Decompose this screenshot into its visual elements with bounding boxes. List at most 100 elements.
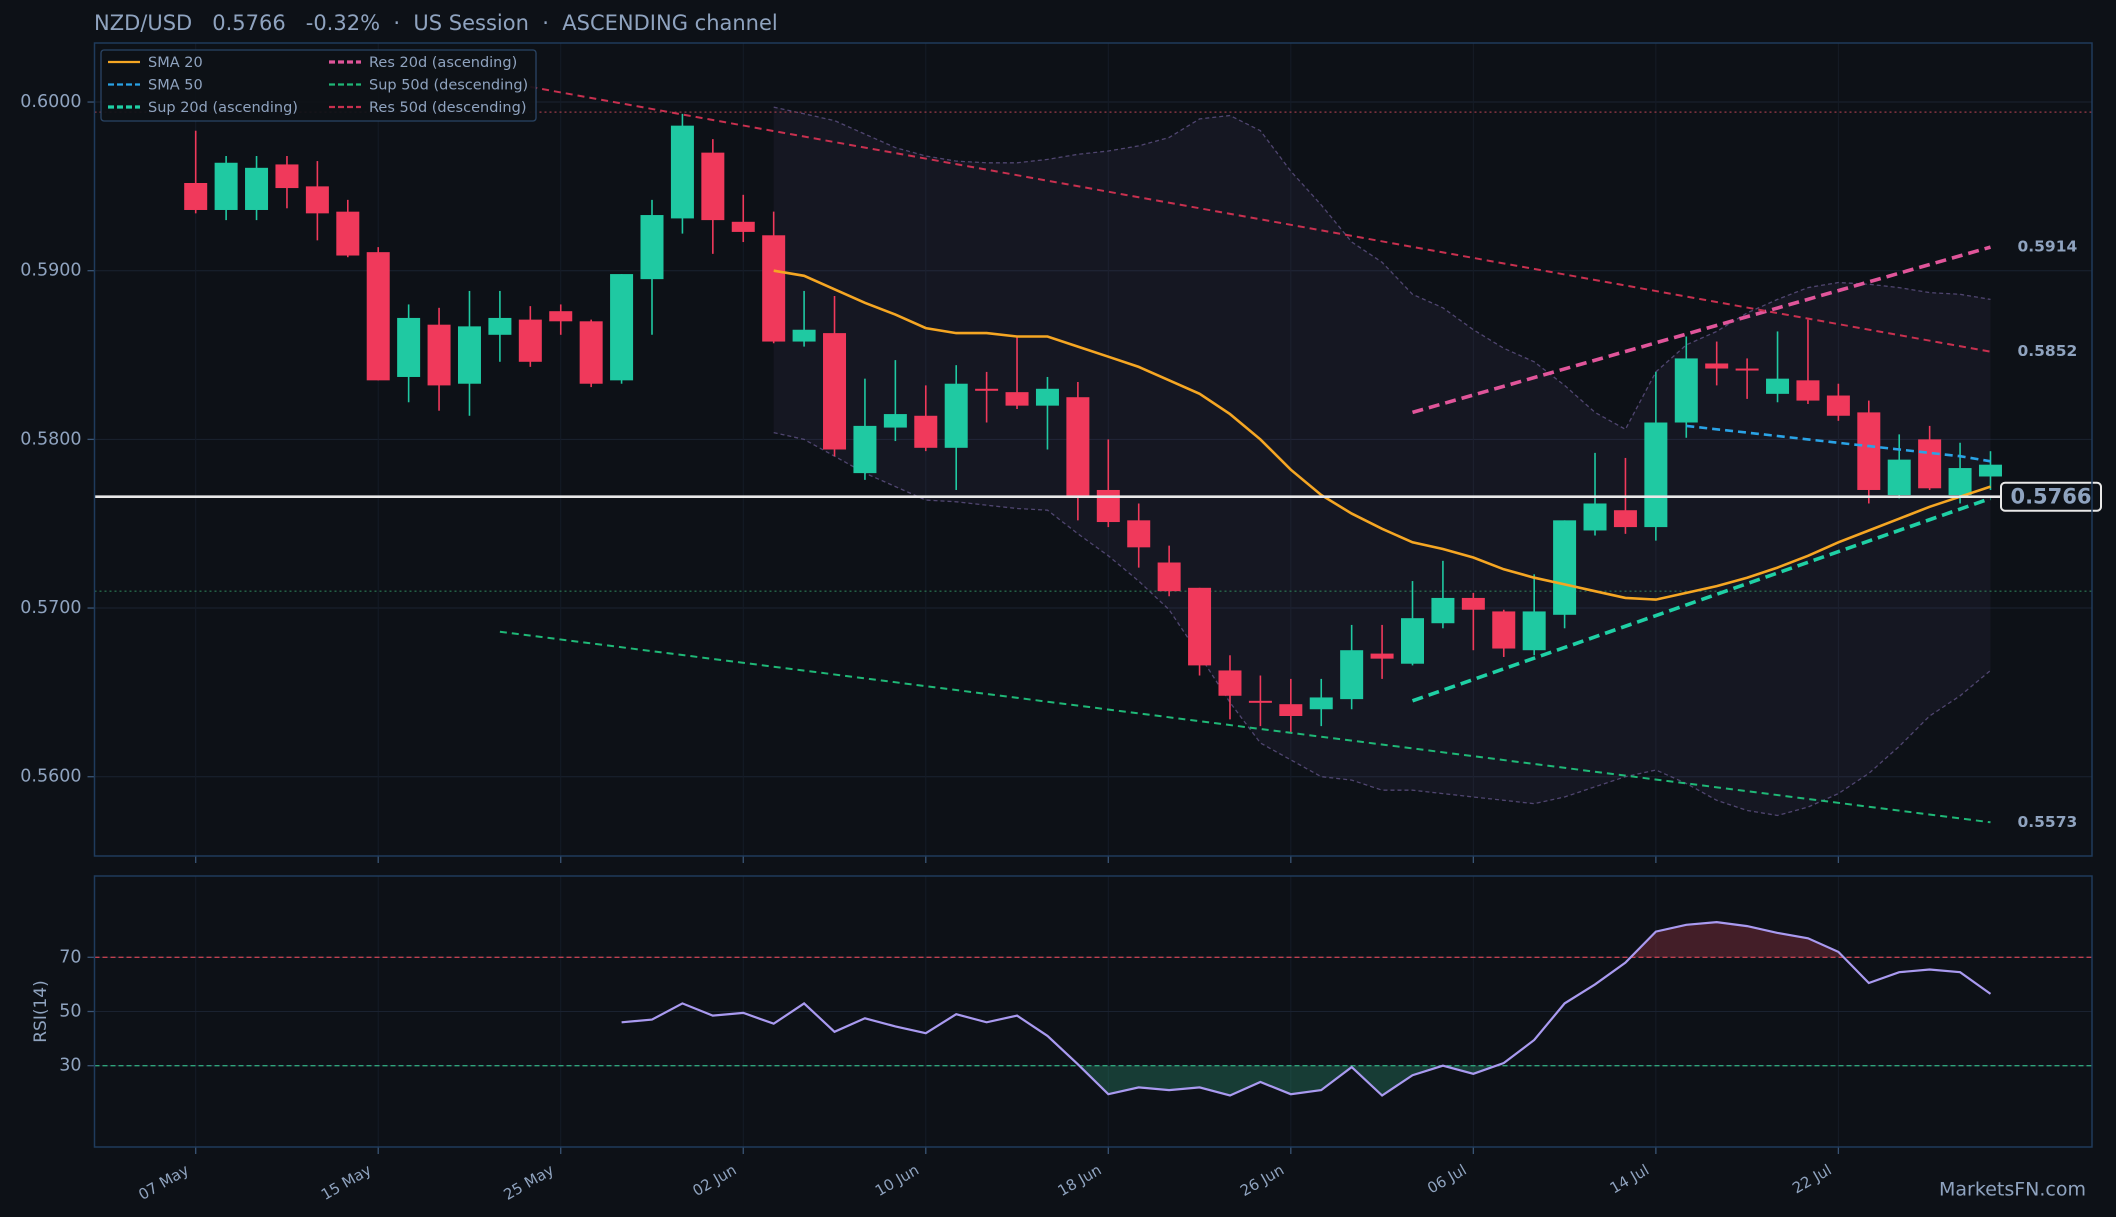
candle-body xyxy=(245,167,269,210)
candle-body xyxy=(1157,562,1181,592)
trend-end-label: 0.5852 xyxy=(2017,342,2077,360)
y-tick-label: 0.5900 xyxy=(20,261,81,281)
candle-body xyxy=(1005,392,1029,406)
candle-body xyxy=(305,186,329,214)
rsi-zone-fill xyxy=(621,922,1991,958)
candle-body xyxy=(1248,700,1272,703)
candle-body xyxy=(1796,380,1820,401)
watermark: MarketsFN.com xyxy=(1939,1179,2086,1201)
candle-body xyxy=(1279,704,1303,717)
candle-body xyxy=(488,317,512,335)
candle-body xyxy=(1522,611,1546,651)
candle-body xyxy=(1826,395,1850,416)
rsi-zone-fill xyxy=(621,1065,1991,1096)
candle-body xyxy=(640,215,664,280)
y-tick-label: 30 xyxy=(59,1056,81,1076)
band-lower xyxy=(773,431,1991,817)
candle-body xyxy=(1553,520,1577,615)
candle-body xyxy=(518,319,542,362)
legend-label: Sup 50d (descending) xyxy=(369,78,528,94)
candle-body xyxy=(397,317,421,377)
trend-line xyxy=(1412,245,1991,415)
candle-body xyxy=(823,333,847,450)
candle-body xyxy=(366,252,390,381)
legend-label: Res 20d (ascending) xyxy=(369,55,517,71)
candle-body xyxy=(1461,597,1485,610)
legend-label: Sup 20d (ascending) xyxy=(148,100,298,116)
candle-body xyxy=(1035,388,1059,406)
trend-line xyxy=(530,85,1991,353)
candle-body xyxy=(1218,670,1242,696)
candle-body xyxy=(731,221,755,232)
candle-body xyxy=(1674,358,1698,423)
trend-line xyxy=(499,630,1991,824)
candle-body xyxy=(1188,587,1212,666)
y-tick-label: 0.5600 xyxy=(20,767,81,787)
candle-body xyxy=(1492,611,1516,649)
candle-body xyxy=(1613,510,1637,528)
candle-body xyxy=(1705,363,1729,369)
chart-title: NZD/USD 0.5766 -0.32% · US Session · ASC… xyxy=(94,11,778,35)
candle-body xyxy=(853,425,877,474)
candle-body xyxy=(1309,697,1333,710)
candle-body xyxy=(670,125,694,219)
y-tick-label: 0.5800 xyxy=(20,429,81,449)
candle-body xyxy=(883,414,907,428)
rsi-frame xyxy=(93,875,2093,1148)
price-panel xyxy=(94,43,2092,856)
candle-body xyxy=(549,311,573,322)
candle-body xyxy=(1127,520,1151,548)
y-tick-label: 50 xyxy=(59,1002,81,1022)
candle-body xyxy=(1766,378,1790,394)
legend-box xyxy=(100,49,537,122)
legend-label: Res 50d (descending) xyxy=(369,100,526,116)
rsi-line xyxy=(621,920,1992,1097)
candle-body xyxy=(914,415,938,448)
y-tick-label: 0.5700 xyxy=(20,598,81,618)
y-tick-label: 0.6000 xyxy=(20,92,81,112)
candle-body xyxy=(1431,597,1455,624)
candle-body xyxy=(1340,650,1364,700)
candle-body xyxy=(1978,464,2002,477)
candle-body xyxy=(336,211,360,256)
trend-line xyxy=(1411,496,1992,703)
candle-body xyxy=(610,274,634,381)
candle-body xyxy=(1857,412,1881,490)
candle-body xyxy=(792,329,816,342)
last-price-label: 0.5766 xyxy=(2010,485,2091,509)
candle-body xyxy=(214,162,238,210)
y-tick-label: 70 xyxy=(59,947,81,967)
candle-body xyxy=(579,321,603,384)
candle-body xyxy=(275,164,299,189)
band-upper xyxy=(773,106,1991,431)
candle-body xyxy=(1401,618,1424,664)
candle-body xyxy=(1735,368,1759,371)
candle-body xyxy=(1066,397,1090,497)
candle-body xyxy=(1918,439,1942,489)
candle-body xyxy=(457,326,481,384)
sma-line xyxy=(773,269,1991,601)
candle-body xyxy=(1096,489,1120,523)
candle-body xyxy=(427,324,451,386)
price-plot xyxy=(94,85,2092,824)
candle-body xyxy=(1583,503,1607,531)
band-fill xyxy=(773,107,1991,816)
candle-body xyxy=(184,182,208,210)
legend-label: SMA 50 xyxy=(148,78,203,94)
candle-body xyxy=(944,383,968,448)
last-price-box xyxy=(2000,481,2102,512)
y-axis-label: RSI(14) xyxy=(31,980,51,1043)
candle-body xyxy=(701,152,725,221)
candle-body xyxy=(1948,468,1972,496)
price-frame xyxy=(93,42,2093,857)
trend-end-label: 0.5914 xyxy=(2017,238,2077,256)
trend-end-label: 0.5573 xyxy=(2017,813,2077,831)
candle-body xyxy=(1370,653,1394,659)
candle-body xyxy=(975,388,999,391)
legend-label: SMA 20 xyxy=(148,55,203,71)
candle-body xyxy=(1644,422,1668,528)
candle-body xyxy=(762,235,786,342)
candle-body xyxy=(1887,459,1911,496)
